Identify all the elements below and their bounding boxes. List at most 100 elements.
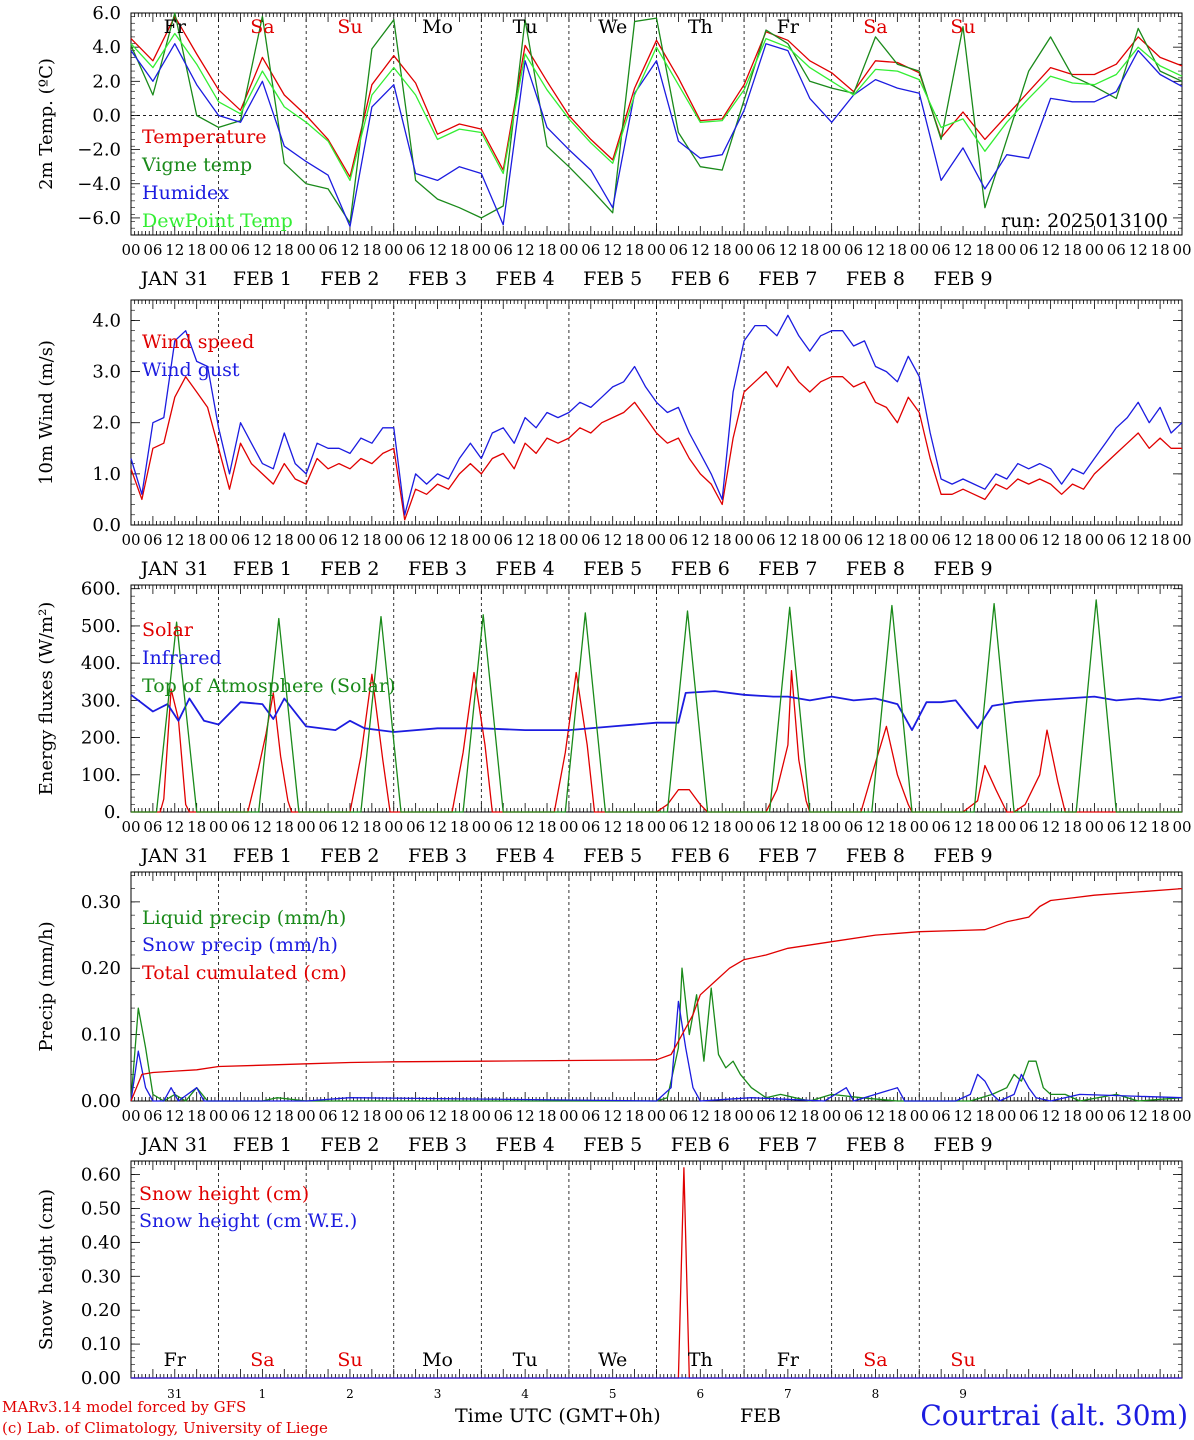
- hour-tick-label: 06: [844, 818, 863, 836]
- hour-tick-label: 00: [1085, 241, 1104, 259]
- hour-tick-label: 06: [1107, 241, 1126, 259]
- y-tick-label: 4.0: [92, 37, 121, 58]
- day-number-label: 8: [872, 1387, 880, 1401]
- y-tick-label: 0.00: [81, 1368, 121, 1389]
- hour-tick-label: 06: [406, 531, 425, 549]
- hour-tick-label: 00: [1172, 531, 1191, 549]
- y-axis-label: 2m Temp. (ºC): [36, 58, 57, 190]
- hour-tick-label: 00: [822, 531, 841, 549]
- hour-tick-label: 06: [669, 241, 688, 259]
- hour-tick-label: 00: [997, 531, 1016, 549]
- hour-tick-label: 12: [340, 818, 359, 836]
- hour-tick-label: 00: [647, 818, 666, 836]
- hour-tick-label: 06: [844, 531, 863, 549]
- hour-tick-label: 18: [800, 1107, 819, 1125]
- hour-tick-label: 18: [450, 818, 469, 836]
- hour-tick-label: 00: [910, 1107, 929, 1125]
- hour-tick-label: 06: [1107, 1107, 1126, 1125]
- legend-entry: Top of Atmosphere (Solar): [142, 675, 395, 697]
- y-tick-label: 0.: [104, 802, 121, 823]
- hour-tick-label: 12: [1129, 818, 1148, 836]
- hour-tick-label: 12: [691, 1107, 710, 1125]
- hour-tick-label: 18: [625, 241, 644, 259]
- hour-tick-label: 00: [1172, 241, 1191, 259]
- hour-tick-label: 12: [516, 1107, 535, 1125]
- hour-tick-label: 12: [866, 1107, 885, 1125]
- y-tick-label: 0.0: [92, 105, 121, 126]
- weekday-label: Su: [337, 1349, 362, 1371]
- hour-tick-label: 18: [537, 1107, 556, 1125]
- hour-tick-label: 06: [581, 241, 600, 259]
- hour-tick-label: 06: [231, 531, 250, 549]
- date-label: FEB 6: [671, 268, 730, 290]
- hour-tick-label: 00: [647, 1107, 666, 1125]
- hour-tick-label: 12: [340, 241, 359, 259]
- day-number-label: 7: [784, 1387, 792, 1401]
- hour-tick-label: 12: [165, 241, 184, 259]
- series-line-red: [130, 15, 1183, 178]
- series-line-blue: [130, 690, 1183, 733]
- hour-tick-label: 06: [932, 818, 951, 836]
- hour-tick-label: 12: [778, 1107, 797, 1125]
- x-axis-title: Time UTC (GMT+0h): [455, 1405, 661, 1427]
- hour-tick-label: 12: [691, 241, 710, 259]
- hour-tick-label: 12: [1041, 1107, 1060, 1125]
- hour-tick-label: 18: [362, 818, 381, 836]
- legend-entry: Vigne temp: [141, 154, 252, 176]
- hour-tick-label: 18: [888, 1107, 907, 1125]
- hour-tick-label: 12: [778, 531, 797, 549]
- hour-tick-label: 06: [756, 1107, 775, 1125]
- hour-tick-label: 18: [275, 241, 294, 259]
- date-label: FEB 1: [233, 268, 292, 290]
- hour-tick-label: 00: [559, 241, 578, 259]
- hour-tick-label: 18: [362, 531, 381, 549]
- hour-tick-label: 18: [888, 531, 907, 549]
- hour-tick-label: 00: [472, 531, 491, 549]
- legend-entry: Snow height (cm): [139, 1183, 309, 1205]
- date-label: FEB 6: [671, 845, 730, 867]
- weekday-label: Fr: [164, 16, 187, 38]
- hour-tick-label: 06: [932, 531, 951, 549]
- date-label: FEB 1: [233, 558, 292, 580]
- hour-tick-label: 12: [165, 531, 184, 549]
- hour-tick-label: 18: [625, 531, 644, 549]
- hour-tick-label: 06: [319, 1107, 338, 1125]
- hour-tick-label: 00: [1085, 818, 1104, 836]
- hour-tick-label: 06: [581, 818, 600, 836]
- hour-tick-label: 06: [319, 531, 338, 549]
- weekday-label: We: [598, 16, 627, 38]
- hour-tick-label: 18: [187, 241, 206, 259]
- hour-tick-label: 00: [384, 531, 403, 549]
- legend-entry: Total cumulated (cm): [142, 962, 347, 984]
- date-label: FEB 2: [320, 1134, 379, 1156]
- hour-tick-label: 18: [1151, 241, 1170, 259]
- hour-tick-label: 06: [581, 531, 600, 549]
- hour-tick-label: 00: [735, 1107, 754, 1125]
- hour-tick-label: 18: [800, 818, 819, 836]
- hour-tick-label: 18: [537, 531, 556, 549]
- hour-tick-label: 18: [1151, 1107, 1170, 1125]
- weekday-label: Fr: [777, 1349, 800, 1371]
- hour-tick-label: 06: [319, 241, 338, 259]
- hour-tick-label: 12: [866, 241, 885, 259]
- hour-tick-label: 06: [494, 1107, 513, 1125]
- weekday-label: Sa: [863, 1349, 887, 1371]
- weekday-label: Tu: [513, 16, 538, 38]
- hour-tick-label: 12: [691, 531, 710, 549]
- hour-tick-label: 00: [297, 818, 316, 836]
- y-tick-label: 600.: [81, 579, 121, 600]
- hour-tick-label: 00: [910, 531, 929, 549]
- hour-tick-label: 12: [866, 818, 885, 836]
- day-number-label: 6: [696, 1387, 704, 1401]
- hour-tick-label: 06: [143, 818, 162, 836]
- hour-tick-label: 12: [953, 531, 972, 549]
- date-label: FEB 7: [758, 558, 817, 580]
- hour-tick-label: 06: [1019, 818, 1038, 836]
- weekday-label: Su: [950, 1349, 975, 1371]
- date-label: FEB 2: [320, 558, 379, 580]
- weekday-label: Mo: [422, 16, 453, 38]
- date-label: FEB 5: [583, 845, 642, 867]
- hour-tick-label: 06: [756, 241, 775, 259]
- date-label: FEB 3: [408, 1134, 467, 1156]
- date-label: FEB 6: [671, 1134, 730, 1156]
